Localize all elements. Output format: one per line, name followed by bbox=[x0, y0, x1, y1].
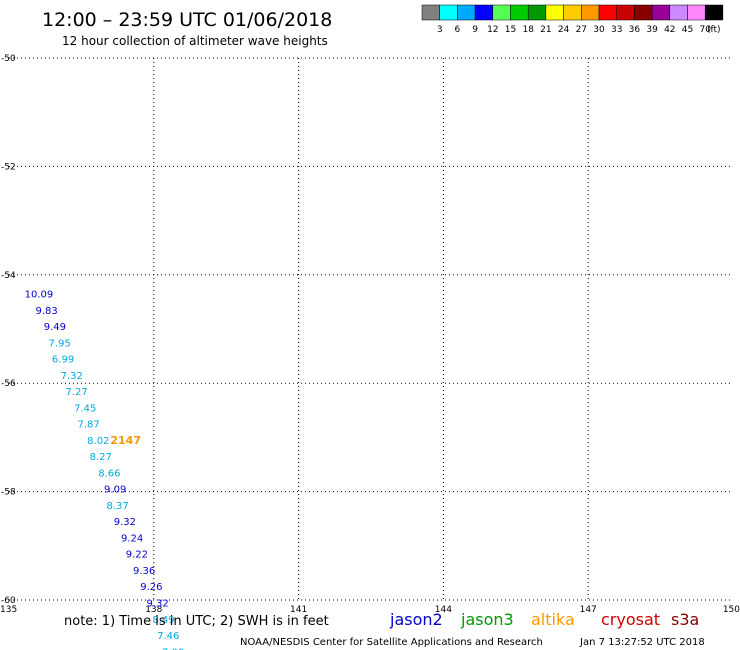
pass-labels: 21472146 bbox=[110, 434, 141, 447]
scale-label: 6 bbox=[455, 25, 461, 35]
swh-value: 8.37 bbox=[106, 501, 128, 512]
scale-swatch bbox=[421, 4, 440, 21]
swh-value: 7.95 bbox=[49, 338, 71, 349]
scale-label: 30 bbox=[593, 25, 605, 35]
y-tick-label: -50 bbox=[1, 54, 16, 64]
scale-label: 27 bbox=[576, 25, 587, 35]
swh-value: 9.36 bbox=[133, 566, 155, 577]
swh-value: 9.24 bbox=[121, 533, 143, 544]
scale-swatch bbox=[598, 4, 617, 21]
scale-label: 18 bbox=[522, 25, 534, 35]
scale-label: 39 bbox=[646, 25, 658, 35]
pass-number: 2147 bbox=[110, 434, 141, 447]
y-tick-label: -58 bbox=[1, 488, 16, 498]
satellite-jason2: jason2 bbox=[389, 610, 443, 629]
x-tick-label: 147 bbox=[580, 605, 597, 615]
scale-unit-label: (ft) bbox=[707, 25, 721, 35]
scale-swatch bbox=[510, 4, 529, 21]
scale-swatch bbox=[492, 4, 511, 21]
swh-value: 9.22 bbox=[126, 550, 148, 561]
swh-value: 8.49 bbox=[152, 615, 174, 626]
scale-swatch bbox=[439, 4, 458, 21]
footer-timestamp: Jan 7 13:27:52 UTC 2018 bbox=[579, 637, 705, 648]
chart-subtitle: 12 hour collection of altimeter wave hei… bbox=[62, 34, 328, 48]
scale-swatch bbox=[616, 4, 635, 21]
scale-label: 42 bbox=[664, 25, 675, 35]
swh-value: 10.09 bbox=[25, 290, 54, 301]
scale-label: 9 bbox=[472, 25, 478, 35]
swh-value: 9.83 bbox=[36, 306, 58, 317]
scale-swatch bbox=[687, 4, 706, 21]
plot-grid bbox=[9, 57, 733, 601]
satellite-s3a: s3a bbox=[671, 610, 699, 629]
swh-value: 9.32 bbox=[147, 599, 169, 610]
swh-value: 7.00 bbox=[162, 647, 184, 650]
swh-value: 8.66 bbox=[98, 468, 120, 479]
y-axis-ticks: -50 -52 -54 -56 -58 -60 bbox=[1, 54, 16, 606]
scale-label: 24 bbox=[558, 25, 570, 35]
y-tick-label: -54 bbox=[1, 271, 16, 281]
scale-label: 70 bbox=[699, 25, 711, 35]
scale-label: 21 bbox=[540, 25, 551, 35]
scale-label: 12 bbox=[487, 25, 498, 35]
satellite-altika: altika bbox=[531, 610, 575, 629]
units-note: note: 1) Time is in UTC; 2) SWH is in fe… bbox=[64, 614, 329, 629]
scale-swatch bbox=[457, 4, 476, 21]
chart-title: 12:00 – 23:59 UTC 01/06/2018 bbox=[42, 9, 332, 31]
swh-value: 7.27 bbox=[65, 387, 87, 398]
x-axis-ticks: 135 138 141 144 147 150 bbox=[0, 605, 740, 615]
scale-swatch bbox=[581, 4, 600, 21]
scale-swatch bbox=[563, 4, 582, 21]
x-tick-label: 135 bbox=[0, 605, 17, 615]
swh-value: 9.49 bbox=[44, 322, 66, 333]
y-tick-label: -60 bbox=[1, 596, 16, 606]
wave-height-color-scale: 3 6 9 12 15 18 21 24 27 30 33 36 39 42 45 70 bbox=[421, 4, 724, 35]
scale-label: 15 bbox=[505, 25, 516, 35]
swh-value: 7.32 bbox=[61, 371, 83, 382]
scale-swatch bbox=[545, 4, 564, 21]
y-tick-label: -52 bbox=[1, 162, 16, 172]
swh-observations: 10.09 9.83 9.49 7.95 6.99 7.32 7.27 7.45 7.87 8.0… bbox=[25, 290, 185, 650]
footer-credit: NOAA/NESDIS Center for Satellite Applica… bbox=[240, 637, 543, 648]
x-tick-label: 150 bbox=[723, 605, 740, 615]
swh-value: 7.45 bbox=[74, 403, 96, 414]
swh-value: 7.46 bbox=[157, 631, 179, 642]
scale-label: 36 bbox=[629, 25, 641, 35]
y-tick-label: -56 bbox=[1, 379, 16, 389]
scale-swatch bbox=[651, 4, 671, 21]
x-tick-label: 141 bbox=[290, 605, 307, 615]
satellite-legend: jason2 jason3 altika cryosat s3a bbox=[389, 610, 699, 629]
swh-value: 8.27 bbox=[90, 452, 112, 463]
scale-swatch bbox=[474, 4, 494, 21]
scale-swatch bbox=[704, 4, 724, 21]
satellite-jason3: jason3 bbox=[460, 610, 514, 629]
swh-value: 9.32 bbox=[114, 517, 136, 528]
scale-label: 45 bbox=[682, 25, 693, 35]
satellite-cryosat: cryosat bbox=[601, 610, 660, 629]
swh-value: 6.99 bbox=[52, 355, 74, 366]
scale-label: 33 bbox=[611, 25, 622, 35]
scale-swatch bbox=[634, 4, 653, 21]
swh-value: 8.02 bbox=[87, 436, 109, 447]
x-tick-label: 144 bbox=[435, 605, 452, 615]
swh-value: 7.87 bbox=[78, 420, 100, 431]
x-tick-label: 138 bbox=[145, 605, 162, 615]
scale-swatch bbox=[527, 4, 547, 21]
swh-value: 9.09 bbox=[104, 485, 126, 496]
swh-value: 9.26 bbox=[140, 582, 162, 593]
scale-swatch bbox=[669, 4, 688, 21]
scale-label: 3 bbox=[437, 25, 443, 35]
